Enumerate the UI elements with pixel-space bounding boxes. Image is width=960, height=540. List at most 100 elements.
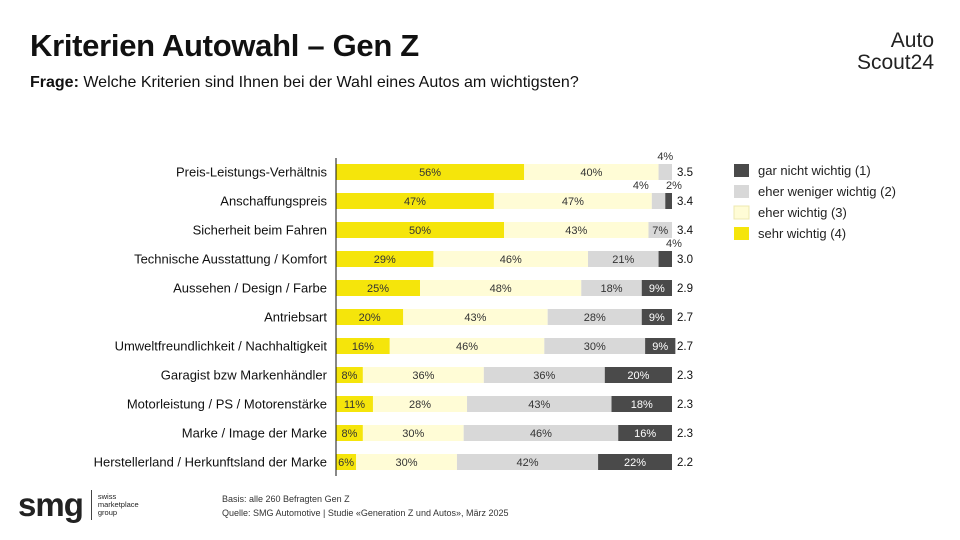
category-label: Herstellerland / Herkunftsland der Marke bbox=[94, 455, 327, 470]
mean-score: 3.0 bbox=[677, 254, 693, 266]
logo-line-1: Auto bbox=[890, 29, 934, 52]
data-label: 20% bbox=[359, 312, 381, 324]
data-label: 25% bbox=[367, 283, 389, 295]
question-text: Welche Kriterien sind Ihnen bei der Wahl… bbox=[78, 74, 579, 91]
bar-segment-gar_nicht bbox=[641, 309, 672, 325]
mean-score: 2.3 bbox=[677, 428, 693, 440]
data-label: 4% bbox=[666, 238, 682, 250]
data-label: 47% bbox=[562, 196, 584, 208]
mean-score: 3.4 bbox=[677, 225, 694, 237]
data-label: 20% bbox=[627, 370, 649, 382]
data-label: 4% bbox=[657, 151, 673, 163]
data-label: 29% bbox=[374, 254, 396, 266]
bar-segment-sehr bbox=[336, 193, 494, 209]
bar-segment-eher bbox=[420, 280, 582, 296]
data-label: 48% bbox=[490, 283, 512, 295]
legend-label: gar nicht wichtig (1) bbox=[758, 163, 871, 178]
bar-segment-weniger bbox=[648, 222, 672, 238]
smg-tagline: swiss marketplace group bbox=[98, 493, 139, 517]
category-label: Motorleistung / PS / Motorenstärke bbox=[127, 397, 327, 412]
data-label: 30% bbox=[396, 457, 418, 469]
data-label: 22% bbox=[624, 457, 646, 469]
bar-segment-sehr bbox=[336, 222, 504, 238]
bar-segment-eher bbox=[362, 425, 464, 441]
data-label: 9% bbox=[649, 283, 665, 295]
bar-segment-sehr bbox=[336, 309, 404, 325]
legend-swatch-eher bbox=[733, 205, 750, 220]
smg-logo: smg swiss marketplace group bbox=[18, 488, 139, 522]
data-label: 9% bbox=[652, 341, 668, 353]
bar-segment-eher bbox=[372, 396, 468, 412]
data-label: 18% bbox=[631, 399, 653, 411]
logo-line-2: Scout24 bbox=[856, 51, 934, 74]
bar-segment-eher bbox=[403, 309, 548, 325]
bar-segment-sehr bbox=[336, 338, 390, 354]
bar-segment-weniger bbox=[463, 425, 619, 441]
legend-swatch-gar_nicht bbox=[734, 164, 749, 177]
category-label: Anschaffungspreis bbox=[220, 194, 327, 209]
bar-segment-eher bbox=[524, 164, 659, 180]
data-label: 8% bbox=[341, 370, 357, 382]
data-label: 40% bbox=[580, 167, 602, 179]
bar-segment-gar_nicht bbox=[618, 425, 672, 441]
data-label: 28% bbox=[409, 399, 431, 411]
page-title: Kriterien Autowahl – Gen Z bbox=[30, 28, 419, 63]
data-label: 56% bbox=[419, 167, 441, 179]
tagline-line-3: group bbox=[97, 508, 118, 517]
data-label: 2% bbox=[666, 180, 682, 192]
data-label: 46% bbox=[500, 254, 522, 266]
category-label: Sicherheit beim Fahren bbox=[193, 223, 327, 238]
mean-score: 2.2 bbox=[677, 457, 693, 469]
category-label: Preis-Leistungs-Verhältnis bbox=[176, 165, 328, 180]
category-label: Garagist bzw Markenhändler bbox=[161, 368, 328, 383]
bar-segment-weniger bbox=[483, 367, 605, 383]
data-label: 8% bbox=[341, 428, 357, 440]
data-label: 6% bbox=[338, 457, 354, 469]
data-label: 11% bbox=[344, 399, 365, 411]
legend-label: sehr wichtig (4) bbox=[758, 226, 846, 241]
legend-label: eher wichtig (3) bbox=[758, 205, 847, 220]
question-label: Frage: bbox=[30, 74, 79, 91]
mean-score: 2.7 bbox=[677, 312, 693, 324]
data-label: 36% bbox=[533, 370, 555, 382]
autoscout24-logo: Auto Scout24 bbox=[857, 30, 934, 74]
category-label: Aussehen / Design / Farbe bbox=[173, 281, 327, 296]
footnote-basis: Basis: alle 260 Befragten Gen Z bbox=[222, 494, 350, 504]
bar-segment-sehr bbox=[336, 251, 434, 267]
bar-segment-sehr bbox=[336, 425, 363, 441]
data-label: 43% bbox=[528, 399, 550, 411]
data-label: 16% bbox=[352, 341, 374, 353]
data-label: 21% bbox=[612, 254, 634, 266]
legend-swatch-weniger bbox=[734, 185, 749, 198]
smg-wordmark: smg bbox=[18, 486, 84, 523]
category-label: Marke / Image der Marke bbox=[182, 426, 327, 441]
data-label: 46% bbox=[530, 428, 552, 440]
data-label: 9% bbox=[649, 312, 665, 324]
bar-segment-sehr bbox=[336, 164, 525, 180]
mean-score: 2.9 bbox=[677, 283, 693, 295]
bar-segment-weniger bbox=[581, 280, 642, 296]
data-label: 4% bbox=[633, 180, 649, 192]
data-label: 36% bbox=[412, 370, 434, 382]
bar-segment-eher bbox=[493, 193, 652, 209]
category-label: Technische Ausstattung / Komfort bbox=[134, 252, 327, 267]
bar-segment-eher bbox=[504, 222, 649, 238]
mean-score: 3.5 bbox=[677, 167, 693, 179]
question: Frage: Welche Kriterien sind Ihnen bei d… bbox=[30, 74, 579, 92]
category-label: Umweltfreundlichkeit / Nachhaltigkeit bbox=[115, 339, 328, 354]
data-label: 46% bbox=[456, 341, 478, 353]
data-label: 18% bbox=[601, 283, 623, 295]
bar-segment-weniger bbox=[651, 193, 666, 209]
data-label: 43% bbox=[464, 312, 486, 324]
bar-segment-gar_nicht bbox=[658, 251, 672, 267]
mean-score: 2.3 bbox=[677, 399, 693, 411]
legend-label: eher weniger wichtig (2) bbox=[758, 184, 896, 199]
data-label: 43% bbox=[565, 225, 587, 237]
data-label: 7% bbox=[652, 225, 668, 237]
bar-segment-sehr bbox=[336, 280, 420, 296]
bar-segment-gar_nicht bbox=[604, 367, 672, 383]
data-label: 16% bbox=[634, 428, 656, 440]
legend-swatch-sehr bbox=[734, 227, 749, 240]
category-label: Antriebsart bbox=[264, 310, 327, 325]
